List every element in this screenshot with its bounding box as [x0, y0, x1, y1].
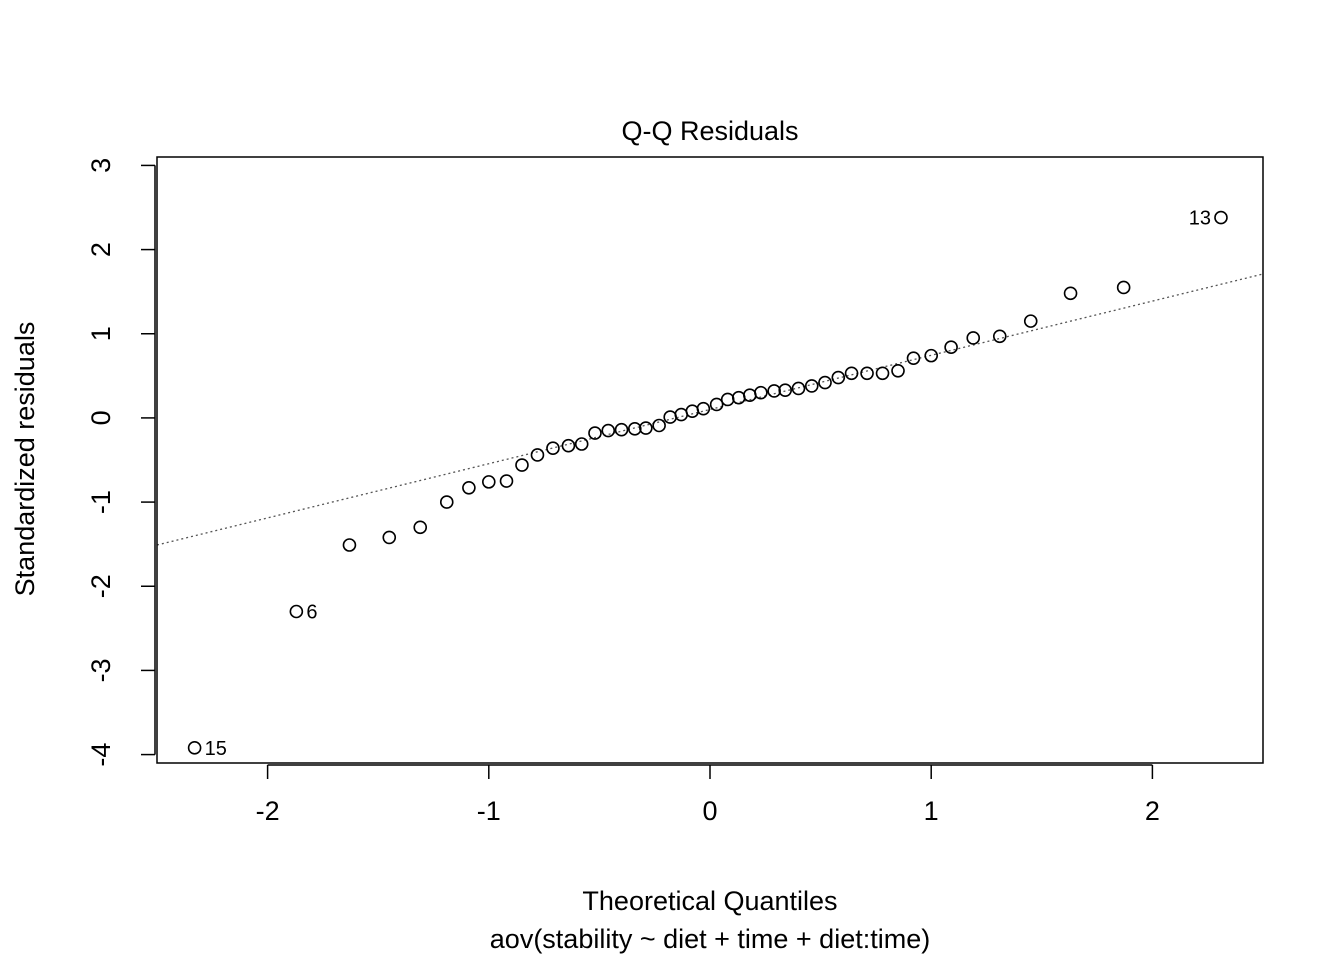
data-point — [1214, 210, 1228, 225]
x-tick-label: 0 — [702, 796, 717, 826]
plot-area: -2 -1 0 1 2 -4 -3 -2 -1 0 1 2 3 15 6 13 — [86, 156, 1264, 826]
data-point — [767, 384, 781, 398]
data-point — [906, 351, 921, 365]
data-point — [966, 331, 981, 345]
data-point — [709, 397, 724, 412]
data-point — [530, 448, 545, 462]
data-point — [754, 385, 768, 400]
data-point — [639, 421, 653, 435]
x-tick-label: 1 — [924, 796, 939, 826]
point-label: 15 — [205, 738, 227, 760]
data-point — [342, 538, 357, 552]
data-point — [187, 741, 202, 755]
data-point — [462, 480, 476, 495]
x-axis-label: Theoretical Quantiles — [582, 886, 837, 916]
data-point — [696, 401, 711, 416]
x-tick-label: -2 — [256, 796, 280, 826]
data-point — [891, 363, 905, 378]
data-point — [778, 383, 793, 397]
y-tick-label: 2 — [86, 242, 116, 257]
data-point — [561, 438, 576, 453]
data-point — [601, 423, 616, 438]
data-point — [546, 441, 560, 456]
data-point — [875, 366, 890, 381]
data-point — [588, 426, 602, 440]
data-point — [627, 422, 642, 436]
y-tick-label: -3 — [86, 658, 116, 682]
data-point — [1063, 286, 1078, 301]
y-tick-label: -4 — [86, 743, 116, 767]
data-point — [481, 475, 496, 489]
data-point — [860, 366, 874, 381]
y-tick-label: 1 — [86, 326, 116, 341]
data-point — [804, 379, 819, 393]
data-point — [818, 375, 832, 390]
plot-frame — [156, 156, 1264, 764]
y-tick-label: 3 — [86, 158, 116, 173]
data-point — [674, 407, 689, 422]
data-point — [844, 366, 859, 381]
data-point — [289, 604, 304, 619]
data-point — [1023, 314, 1038, 328]
data-point — [992, 329, 1007, 344]
chart-title: Q-Q Residuals — [621, 116, 798, 146]
data-point — [720, 392, 735, 407]
y-tick-label: -1 — [86, 490, 116, 514]
data-point — [924, 348, 939, 363]
point-label: 6 — [306, 602, 317, 624]
data-point — [831, 370, 846, 385]
y-tick-label: -2 — [86, 574, 116, 598]
data-point — [413, 520, 428, 535]
y-tick-label: 0 — [86, 410, 116, 425]
data-point — [791, 381, 806, 396]
chart-subtitle: aov(stability ~ diet + time + diet:time) — [490, 924, 930, 954]
data-point — [439, 495, 454, 509]
x-tick-label: -1 — [477, 796, 501, 826]
data-point — [731, 390, 746, 405]
point-label: 13 — [1189, 208, 1211, 230]
data-point — [1116, 280, 1131, 295]
y-axis-label: Standardized residuals — [10, 322, 40, 597]
data-point — [663, 410, 677, 424]
data-point — [685, 404, 700, 418]
data-point — [515, 458, 529, 472]
x-tick-label: 2 — [1145, 796, 1160, 826]
data-point — [652, 418, 666, 433]
data-point — [574, 437, 589, 451]
data-point — [382, 530, 397, 545]
data-point — [944, 340, 958, 355]
data-point — [499, 474, 514, 488]
data-point — [614, 422, 629, 437]
